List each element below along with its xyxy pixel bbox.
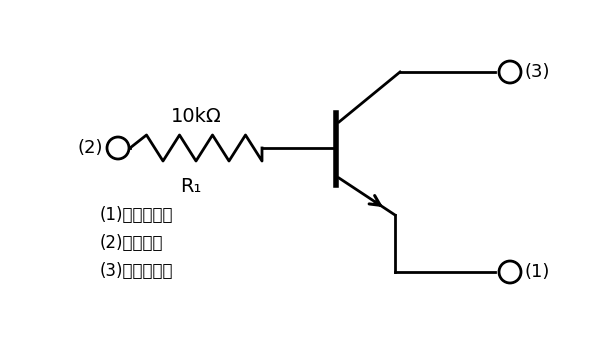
Text: (3)　コレクタ: (3) コレクタ [100,262,173,280]
Text: R₁: R₁ [181,177,202,195]
Text: (1)　エミッタ: (1) エミッタ [100,206,173,224]
Text: (3): (3) [525,63,551,81]
Text: (1): (1) [525,263,550,281]
Text: (2)　ベース: (2) ベース [100,234,163,252]
Text: (2): (2) [77,139,103,157]
Text: 10kΩ: 10kΩ [170,106,221,125]
